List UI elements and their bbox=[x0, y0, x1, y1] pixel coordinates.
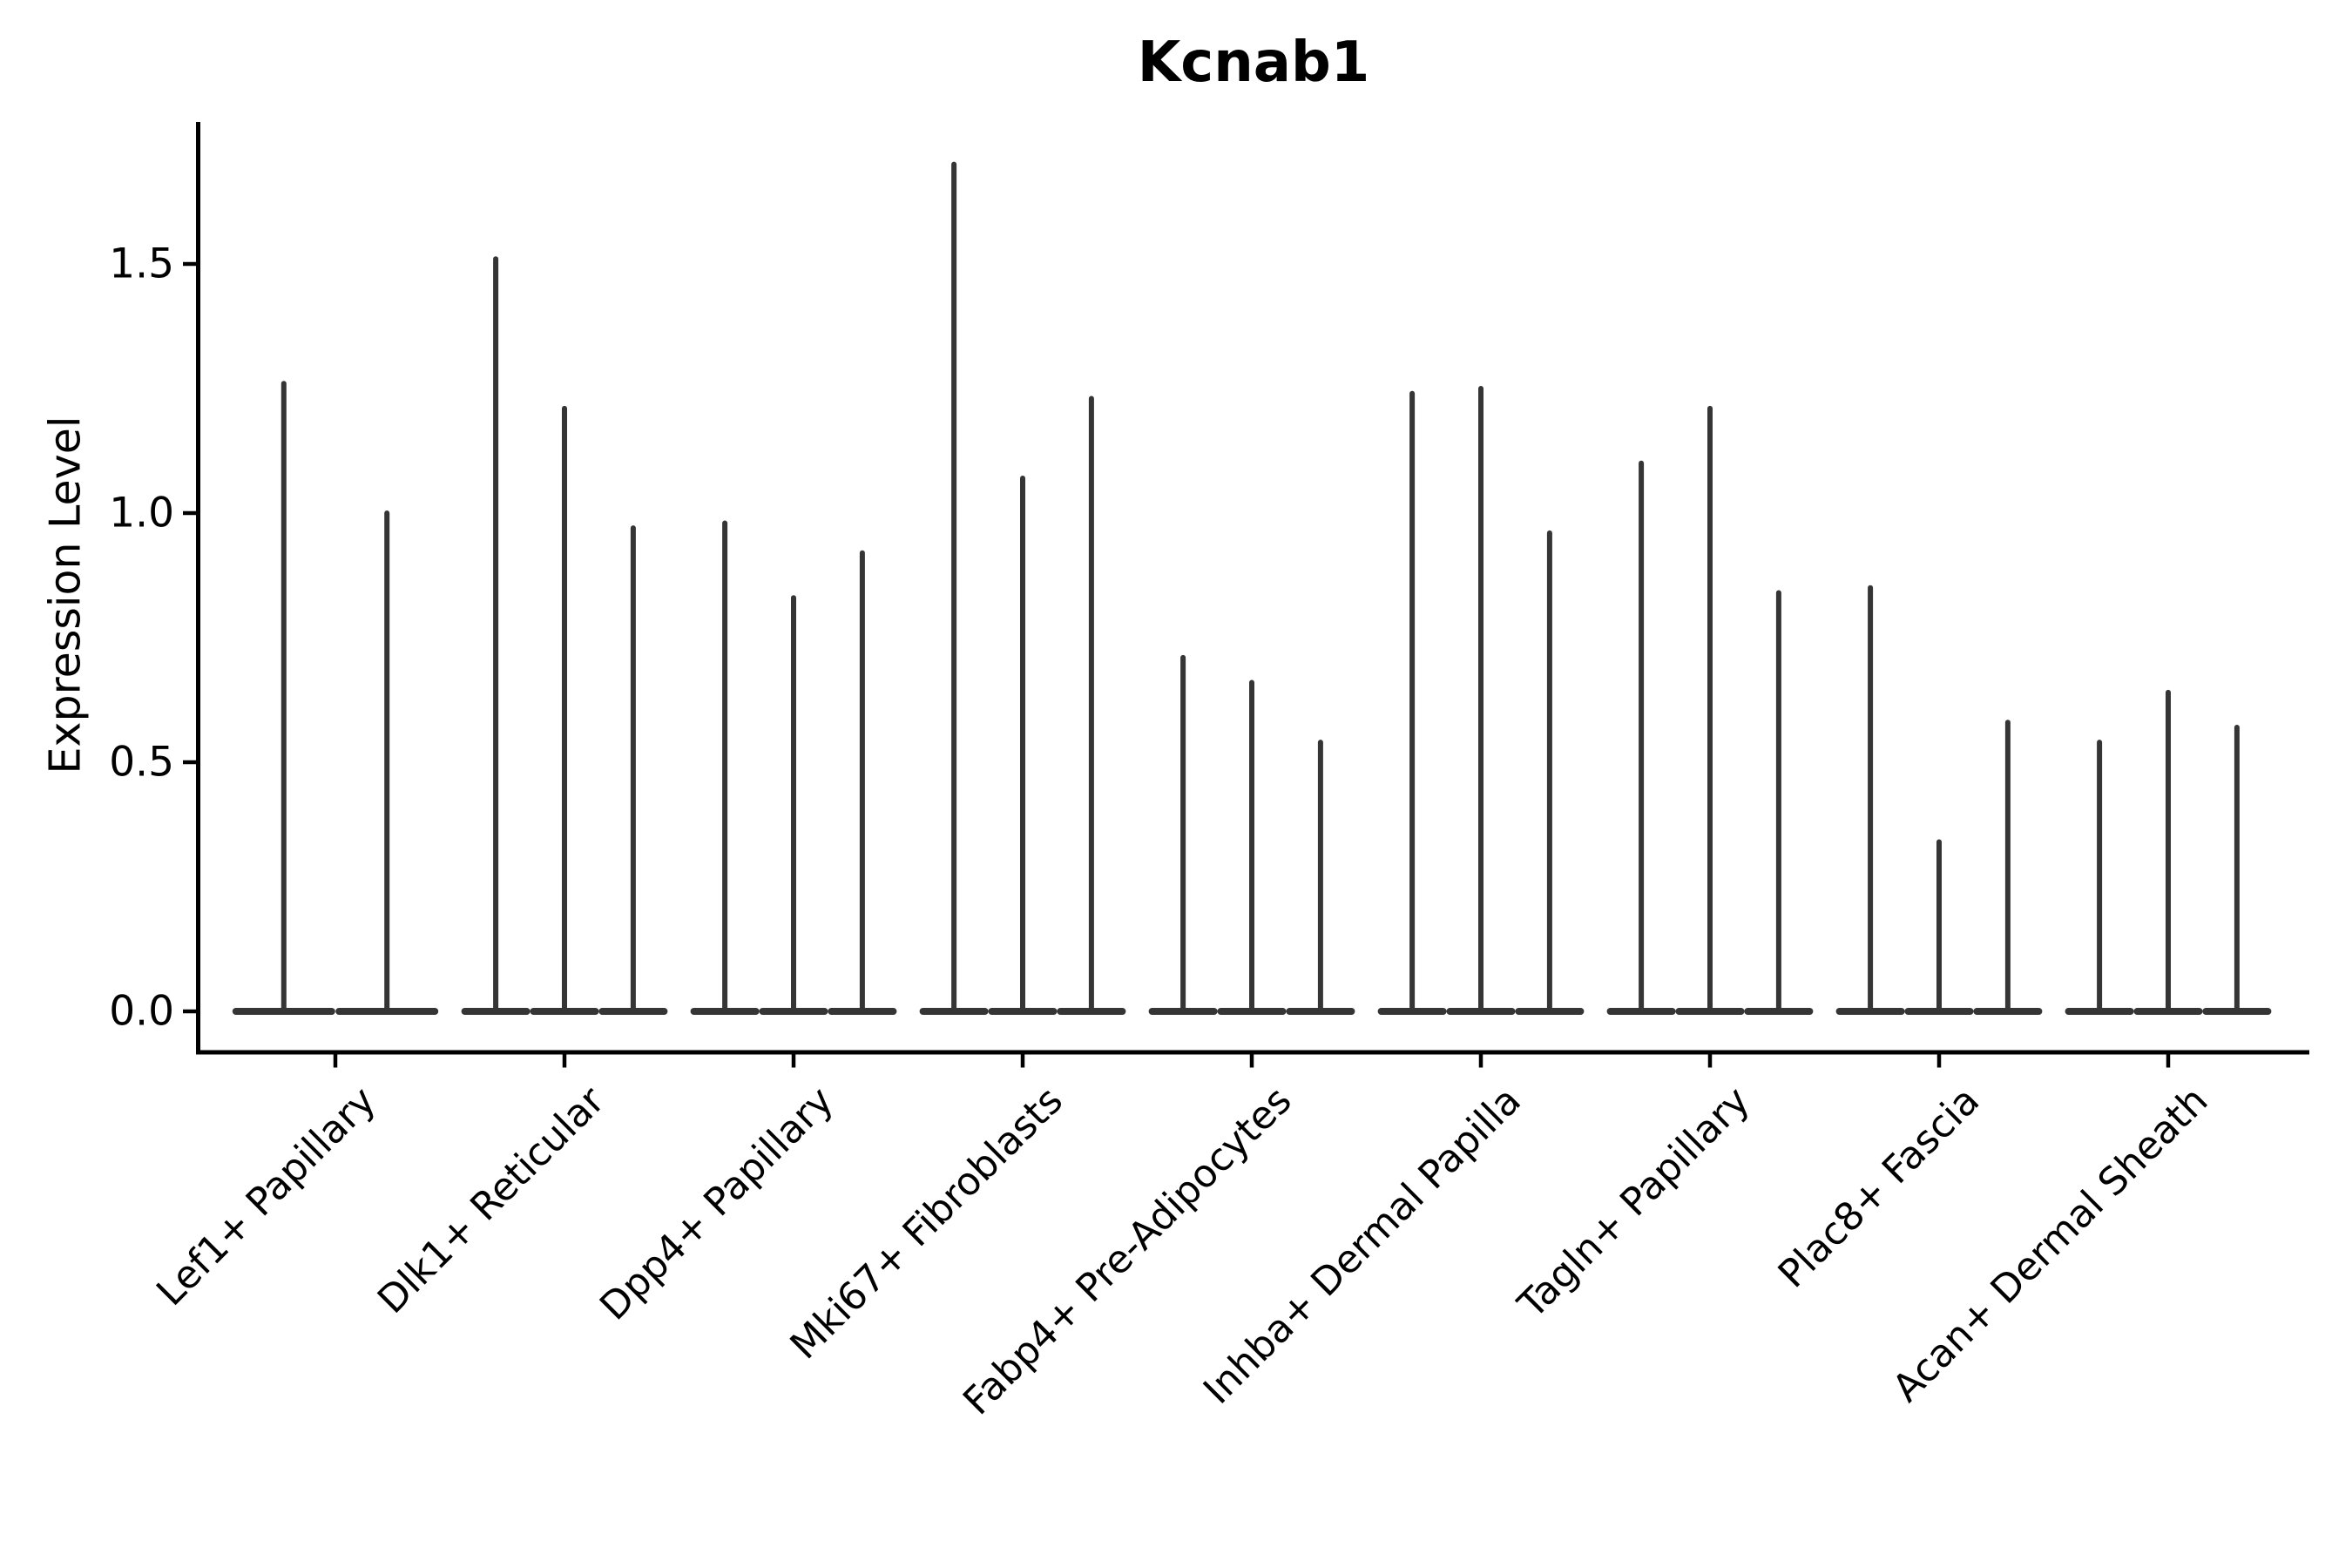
y-tick-label: 1.5 bbox=[109, 240, 174, 288]
y-tick-label: 0.5 bbox=[109, 739, 174, 787]
chart-title: Kcnab1 bbox=[1137, 30, 1370, 95]
y-tick-label: 1.0 bbox=[109, 490, 174, 537]
y-tick-label: 0.0 bbox=[109, 988, 174, 1036]
